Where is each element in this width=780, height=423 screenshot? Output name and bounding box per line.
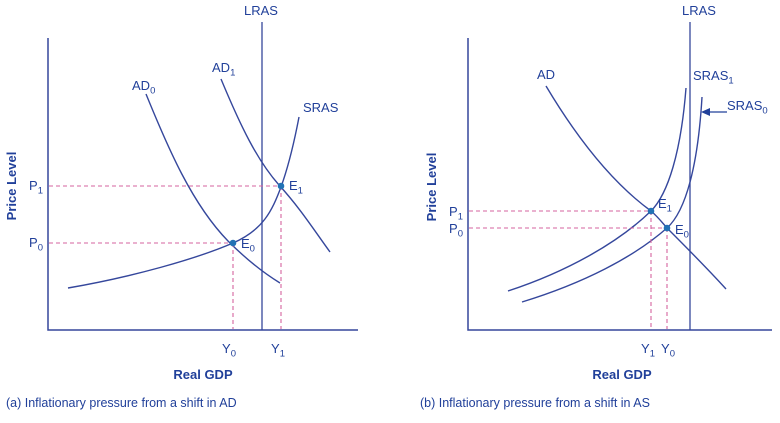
y1-label-b-base: Y xyxy=(641,341,650,356)
p1-label-a: P1 xyxy=(29,178,43,197)
p0-label-a: P0 xyxy=(29,235,43,254)
y1-label-b-sub: 1 xyxy=(650,349,655,360)
y0-label-a: Y0 xyxy=(222,341,236,360)
left-arrow-icon xyxy=(701,108,727,116)
ad0-label-sub: 0 xyxy=(150,86,155,97)
e1-point-b xyxy=(647,207,655,215)
y-axis-title-b: Price Level xyxy=(424,153,439,222)
p1-label-b: P1 xyxy=(449,204,463,223)
e1-label-a: E1 xyxy=(289,178,303,197)
ad-label-b: AD xyxy=(537,67,555,82)
e0-label-a-sub: 0 xyxy=(250,244,255,255)
ad-curve xyxy=(545,85,727,290)
e1-label-b-base: E xyxy=(658,196,667,211)
e1-point-a xyxy=(277,182,285,190)
sras1-label-base: SRAS xyxy=(693,68,729,83)
p1-label-b-sub: 1 xyxy=(458,212,463,223)
panel-b: LRAS AD SRAS1 SRAS0 E1 E0 P1 P0 Y1 Y0 Pr… xyxy=(420,3,772,410)
caption-b: (b) Inflationary pressure from a shift i… xyxy=(420,396,650,410)
ad1-label: AD1 xyxy=(212,60,235,79)
p0-label-a-sub: 0 xyxy=(38,243,43,254)
e1-label-a-base: E xyxy=(289,178,298,193)
lras-label-b: LRAS xyxy=(682,3,716,18)
e1-label-a-sub: 1 xyxy=(298,186,303,197)
ad1-label-base: AD xyxy=(212,60,230,75)
p1-label-a-base: P xyxy=(29,178,38,193)
y0-label-a-sub: 0 xyxy=(231,349,236,360)
sras0-curve xyxy=(521,96,703,303)
axes-a xyxy=(47,38,358,331)
y1-label-a-base: Y xyxy=(271,341,280,356)
panel-a: LRAS AD0 AD1 SRAS E0 E1 P1 P0 Y0 Y1 Pric… xyxy=(4,3,358,410)
y0-label-b: Y0 xyxy=(661,341,675,360)
p0-label-b-sub: 0 xyxy=(458,229,463,240)
y0-label-b-base: Y xyxy=(661,341,670,356)
lras-label-a: LRAS xyxy=(244,3,278,18)
x-axis-title-b: Real GDP xyxy=(592,367,652,382)
e0-label-b: E0 xyxy=(675,222,689,241)
p0-label-b: P0 xyxy=(449,221,463,240)
left-arrow-head xyxy=(701,108,710,116)
ad0-label-base: AD xyxy=(132,78,150,93)
p1-label-a-sub: 1 xyxy=(38,186,43,197)
caption-a: (a) Inflationary pressure from a shift i… xyxy=(6,396,237,410)
sras0-label: SRAS0 xyxy=(727,98,768,117)
x-axis-title-a: Real GDP xyxy=(173,367,233,382)
e0-point-a xyxy=(229,239,237,247)
e0-label-a-base: E xyxy=(241,236,250,251)
y1-label-a: Y1 xyxy=(271,341,285,360)
y-axis-title-a: Price Level xyxy=(4,152,19,221)
sras1-label-sub: 1 xyxy=(728,76,733,87)
axes-b xyxy=(467,38,772,331)
sras0-label-base: SRAS xyxy=(727,98,763,113)
e0-label-b-sub: 0 xyxy=(684,230,689,241)
sras-curve xyxy=(67,116,300,289)
y0-label-a-base: Y xyxy=(222,341,231,356)
p1-label-b-base: P xyxy=(449,204,458,219)
ad0-curve xyxy=(145,93,281,284)
e1-label-b: E1 xyxy=(658,196,672,215)
p0-label-b-base: P xyxy=(449,221,458,236)
e1-label-b-sub: 1 xyxy=(667,204,672,215)
sras1-label: SRAS1 xyxy=(693,68,734,87)
y1-label-a-sub: 1 xyxy=(280,349,285,360)
ad1-label-sub: 1 xyxy=(230,68,235,79)
p0-label-a-base: P xyxy=(29,235,38,250)
sras1-curve xyxy=(507,87,687,292)
ad0-label: AD0 xyxy=(132,78,155,97)
y0-label-b-sub: 0 xyxy=(670,349,675,360)
sras0-label-sub: 0 xyxy=(762,106,767,117)
e0-point-b xyxy=(663,224,671,232)
e0-label-a: E0 xyxy=(241,236,255,255)
sras-label-a: SRAS xyxy=(303,100,339,115)
y1-label-b: Y1 xyxy=(641,341,655,360)
e0-label-b-base: E xyxy=(675,222,684,237)
